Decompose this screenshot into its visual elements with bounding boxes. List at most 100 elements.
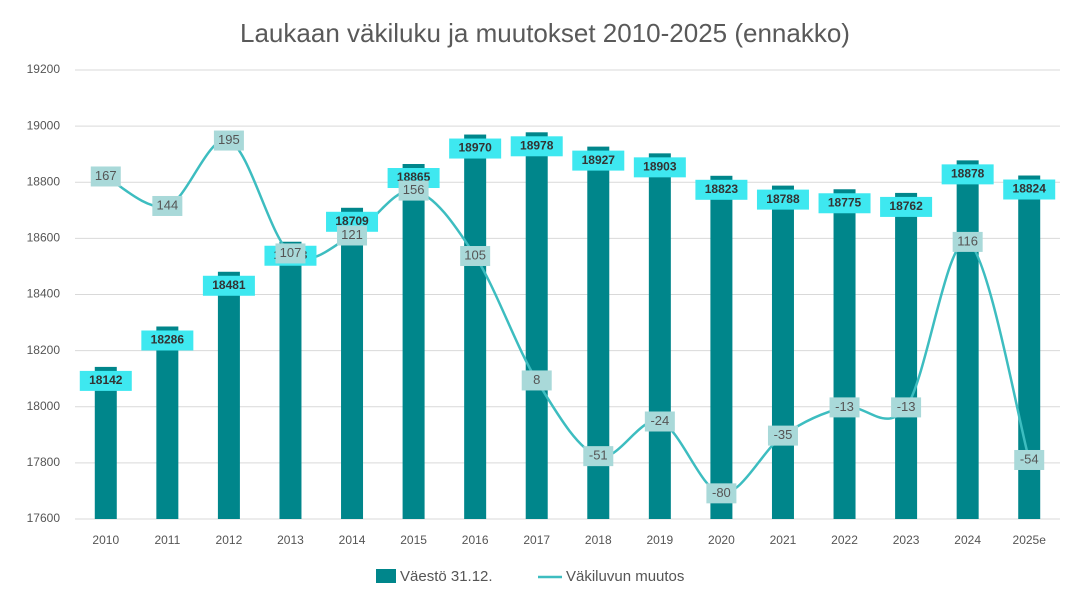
bar	[710, 175, 733, 519]
bar-label: 18788	[766, 192, 800, 206]
x-tick-label: 2015	[400, 533, 427, 547]
line-label-box	[583, 446, 614, 467]
chart-title: Laukaan väkiluku ja muutokset 2010-2025 …	[240, 18, 850, 48]
legend-label: Väkiluvun muutos	[566, 568, 684, 585]
y-tick-label: 18600	[27, 231, 61, 245]
x-tick-label: 2011	[154, 533, 180, 547]
bar-label: 18481	[212, 278, 246, 292]
bar-label-box	[572, 150, 625, 171]
line-label-box	[706, 483, 737, 504]
line-label: 144	[156, 197, 178, 212]
bar	[956, 160, 979, 519]
line-label-box	[767, 425, 798, 446]
bar-label-box	[1003, 179, 1056, 200]
bar	[464, 134, 487, 519]
line	[105, 138, 1031, 495]
y-tick-label: 19200	[27, 62, 61, 76]
bar-label: 18970	[458, 141, 492, 155]
line-label: 121	[341, 227, 363, 242]
line-label: 195	[218, 132, 240, 147]
bar-label-box	[79, 370, 132, 391]
bar-label-box	[449, 138, 502, 159]
y-tick-label: 18200	[27, 343, 61, 357]
line-label: -13	[897, 399, 916, 414]
bar	[587, 146, 610, 519]
bar	[833, 189, 856, 519]
x-tick-label: 2013	[277, 533, 304, 547]
bar-label: 18927	[582, 153, 616, 167]
line-label-box	[521, 370, 552, 391]
bar-label-box	[941, 164, 994, 185]
line-label: 167	[95, 168, 117, 183]
bar	[402, 164, 425, 519]
bar-label-box	[695, 179, 748, 200]
bar-label: 18824	[1013, 182, 1047, 196]
x-tick-label: 2023	[893, 533, 920, 547]
legend-label: Väestö 31.12.	[400, 568, 493, 585]
bar	[94, 366, 117, 519]
x-tick-label: 2012	[216, 533, 243, 547]
line-label: -54	[1020, 451, 1039, 466]
x-tick-label: 2010	[92, 533, 119, 547]
bar-label: 18978	[520, 138, 554, 152]
line-label-box	[644, 411, 675, 432]
bar-label-box	[141, 330, 194, 351]
bar-label-box	[756, 189, 809, 210]
line-label-box	[952, 231, 983, 252]
bar-label: 18709	[335, 214, 369, 228]
bar-label-box	[818, 193, 871, 214]
line-label: 8	[533, 372, 540, 387]
bar-label-box	[510, 136, 563, 157]
bar-label: 18878	[951, 167, 985, 181]
line-label: -80	[712, 485, 731, 500]
x-tick-label: 2022	[831, 533, 858, 547]
y-tick-label: 18800	[27, 174, 61, 188]
bar-label: 18142	[89, 373, 123, 387]
bar-label-box	[633, 157, 686, 178]
y-tick-label: 18400	[27, 287, 61, 301]
y-tick-label: 18000	[27, 399, 61, 413]
line-label-box	[398, 180, 429, 201]
bar	[895, 192, 918, 519]
line-label: 116	[957, 233, 978, 248]
bar-label: 18762	[889, 199, 923, 213]
legend-swatch	[376, 569, 396, 583]
x-tick-label: 2021	[770, 533, 797, 547]
line-label: 105	[464, 247, 486, 262]
line-label-box	[152, 195, 183, 216]
line-label: -35	[774, 427, 793, 442]
bar-label-box	[202, 275, 255, 296]
line-label-box	[460, 246, 491, 267]
bar-label-box	[880, 196, 933, 217]
bar	[279, 241, 302, 519]
x-tick-label: 2024	[954, 533, 981, 547]
x-tick-label: 2025e	[1013, 533, 1047, 547]
bar	[525, 132, 548, 519]
bar-label: 18903	[643, 160, 677, 174]
line-label: -24	[650, 413, 669, 428]
y-tick-label: 17800	[27, 455, 61, 469]
bar-label: 18286	[151, 333, 185, 347]
bar	[771, 185, 794, 519]
line-label-box	[213, 130, 244, 151]
line-label-box	[1014, 449, 1045, 470]
bar-label: 18823	[705, 182, 739, 196]
y-tick-label: 19000	[27, 118, 61, 132]
line-label-box	[275, 243, 306, 264]
y-tick-label: 17600	[27, 511, 61, 525]
line-label-box	[90, 166, 121, 187]
line-label-box	[829, 397, 860, 418]
line-label: 107	[280, 245, 302, 260]
line-label-box	[337, 225, 368, 246]
bar	[341, 207, 364, 520]
x-tick-label: 2018	[585, 533, 612, 547]
x-tick-label: 2014	[339, 533, 366, 547]
line-label-box	[891, 397, 922, 418]
x-tick-label: 2017	[523, 533, 550, 547]
line-label: 156	[403, 182, 425, 197]
line-label: -51	[589, 448, 608, 463]
x-tick-label: 2020	[708, 533, 735, 547]
bar	[648, 153, 671, 519]
bar	[217, 271, 240, 519]
